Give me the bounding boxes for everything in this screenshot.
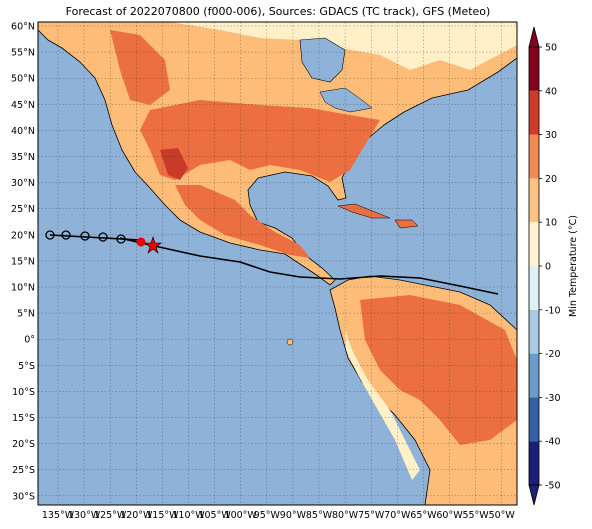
andes (345, 330, 420, 480)
lat-label: 5°N (17, 309, 35, 320)
lon-label: 90°W (280, 510, 307, 521)
tc-position (98, 232, 108, 242)
lat-label: 35°N (11, 152, 35, 163)
lat-label: 50°N (11, 74, 35, 85)
lat-label: 15°N (11, 256, 35, 267)
colorbar-band (529, 178, 539, 223)
colorbar-band (529, 266, 539, 310)
lon-label: 135°W (42, 510, 75, 521)
lat-label: 5°S (18, 361, 35, 372)
colorbar-tick-label: -10 (545, 305, 561, 316)
warm-us (140, 100, 380, 182)
tc-track (119, 237, 499, 295)
lat-label: 10°S (12, 387, 35, 398)
tc-position (116, 234, 126, 244)
lon-label: 60°W (436, 510, 463, 521)
tc-current (136, 237, 146, 247)
lat-label: 15°S (12, 413, 35, 424)
warm-west (110, 30, 170, 105)
lon-label: 50°W (489, 510, 516, 521)
colorbar-extend-max (528, 26, 540, 48)
lat-label: 25°N (11, 204, 35, 215)
colorbar-band (529, 222, 539, 266)
map-title: Forecast of 2022070800 (f000-006), Sourc… (66, 5, 491, 18)
lat-label: 0° (24, 335, 35, 346)
lat-label: 20°S (12, 439, 35, 450)
lon-label: 95°W (254, 510, 281, 521)
lat-label: 55°N (11, 48, 35, 59)
colorbar-tick-label: -30 (545, 393, 561, 404)
lon-label: 65°W (410, 510, 437, 521)
colorbar-band (529, 90, 539, 135)
lat-label: 10°N (11, 283, 35, 294)
hot-desert (160, 148, 188, 180)
lat-label: 45°N (11, 100, 35, 111)
great-lakes (319, 87, 373, 113)
colorbar-band (529, 397, 539, 442)
tc-position (45, 230, 55, 240)
colorbar-band (529, 134, 539, 179)
lat-label: 30°N (11, 178, 35, 189)
map-area (38, 22, 517, 505)
tc-position (61, 230, 71, 240)
colorbar-extend-min (528, 484, 540, 506)
lon-label: 85°W (306, 510, 333, 521)
lat-label: 30°S (12, 491, 35, 502)
lat-label: 60°N (11, 22, 35, 33)
colorbar-tick-label: 20 (545, 174, 557, 185)
colorbar-tick-label: 10 (545, 218, 557, 229)
lon-label: 70°W (384, 510, 411, 521)
lon-label: 55°W (462, 510, 489, 521)
warm-mexico (175, 185, 310, 258)
colorbar-tick-label: 50 (545, 43, 557, 54)
colorbar-tick-label: 30 (545, 130, 557, 141)
lon-label: 125°W (94, 510, 127, 521)
colorbar-tick-label: -40 (545, 437, 561, 448)
lon-label: 75°W (358, 510, 385, 521)
hispaniola (394, 219, 419, 229)
colorbar-band (529, 441, 539, 485)
axis-labels: 60°N 55°N 50°N 45°N 40°N 35°N 30°N 25°N 20°N 15°N… (11, 22, 515, 522)
lon-label: 120°W (120, 510, 153, 521)
lon-label: 80°W (332, 510, 359, 521)
galapagos (286, 338, 294, 346)
colorbar-band (529, 309, 539, 354)
colorbar-label: Min Temperature (°C) (568, 215, 579, 317)
lon-label: 110°W (172, 510, 205, 521)
lat-label: 40°N (11, 126, 35, 137)
lon-label: 130°W (68, 510, 101, 521)
graticule (38, 22, 517, 505)
lon-label: 100°W (225, 510, 258, 521)
lat-label: 25°S (12, 465, 35, 476)
tc-position (80, 231, 90, 241)
colorbar-band (529, 353, 539, 398)
tc-star (144, 236, 162, 254)
map-frame (37, 21, 518, 506)
colorbar-tick-label: -50 (545, 481, 561, 492)
colorbar-tick-label: 40 (545, 86, 557, 97)
colorbar: -50 -40 -30 -20 -10 0 10 20 30 40 50 (528, 26, 561, 506)
colorbar-tick-label: -20 (545, 349, 561, 360)
warm-brazil (360, 295, 517, 445)
hudson-bay (299, 37, 346, 83)
lat-label: 20°N (11, 230, 35, 241)
lon-label: 105°W (198, 510, 231, 521)
colorbar-tick-label: 0 (545, 262, 551, 273)
cold-north (170, 22, 517, 70)
cuba (337, 203, 391, 219)
lon-label: 115°W (146, 510, 179, 521)
colorbar-band (529, 47, 539, 91)
